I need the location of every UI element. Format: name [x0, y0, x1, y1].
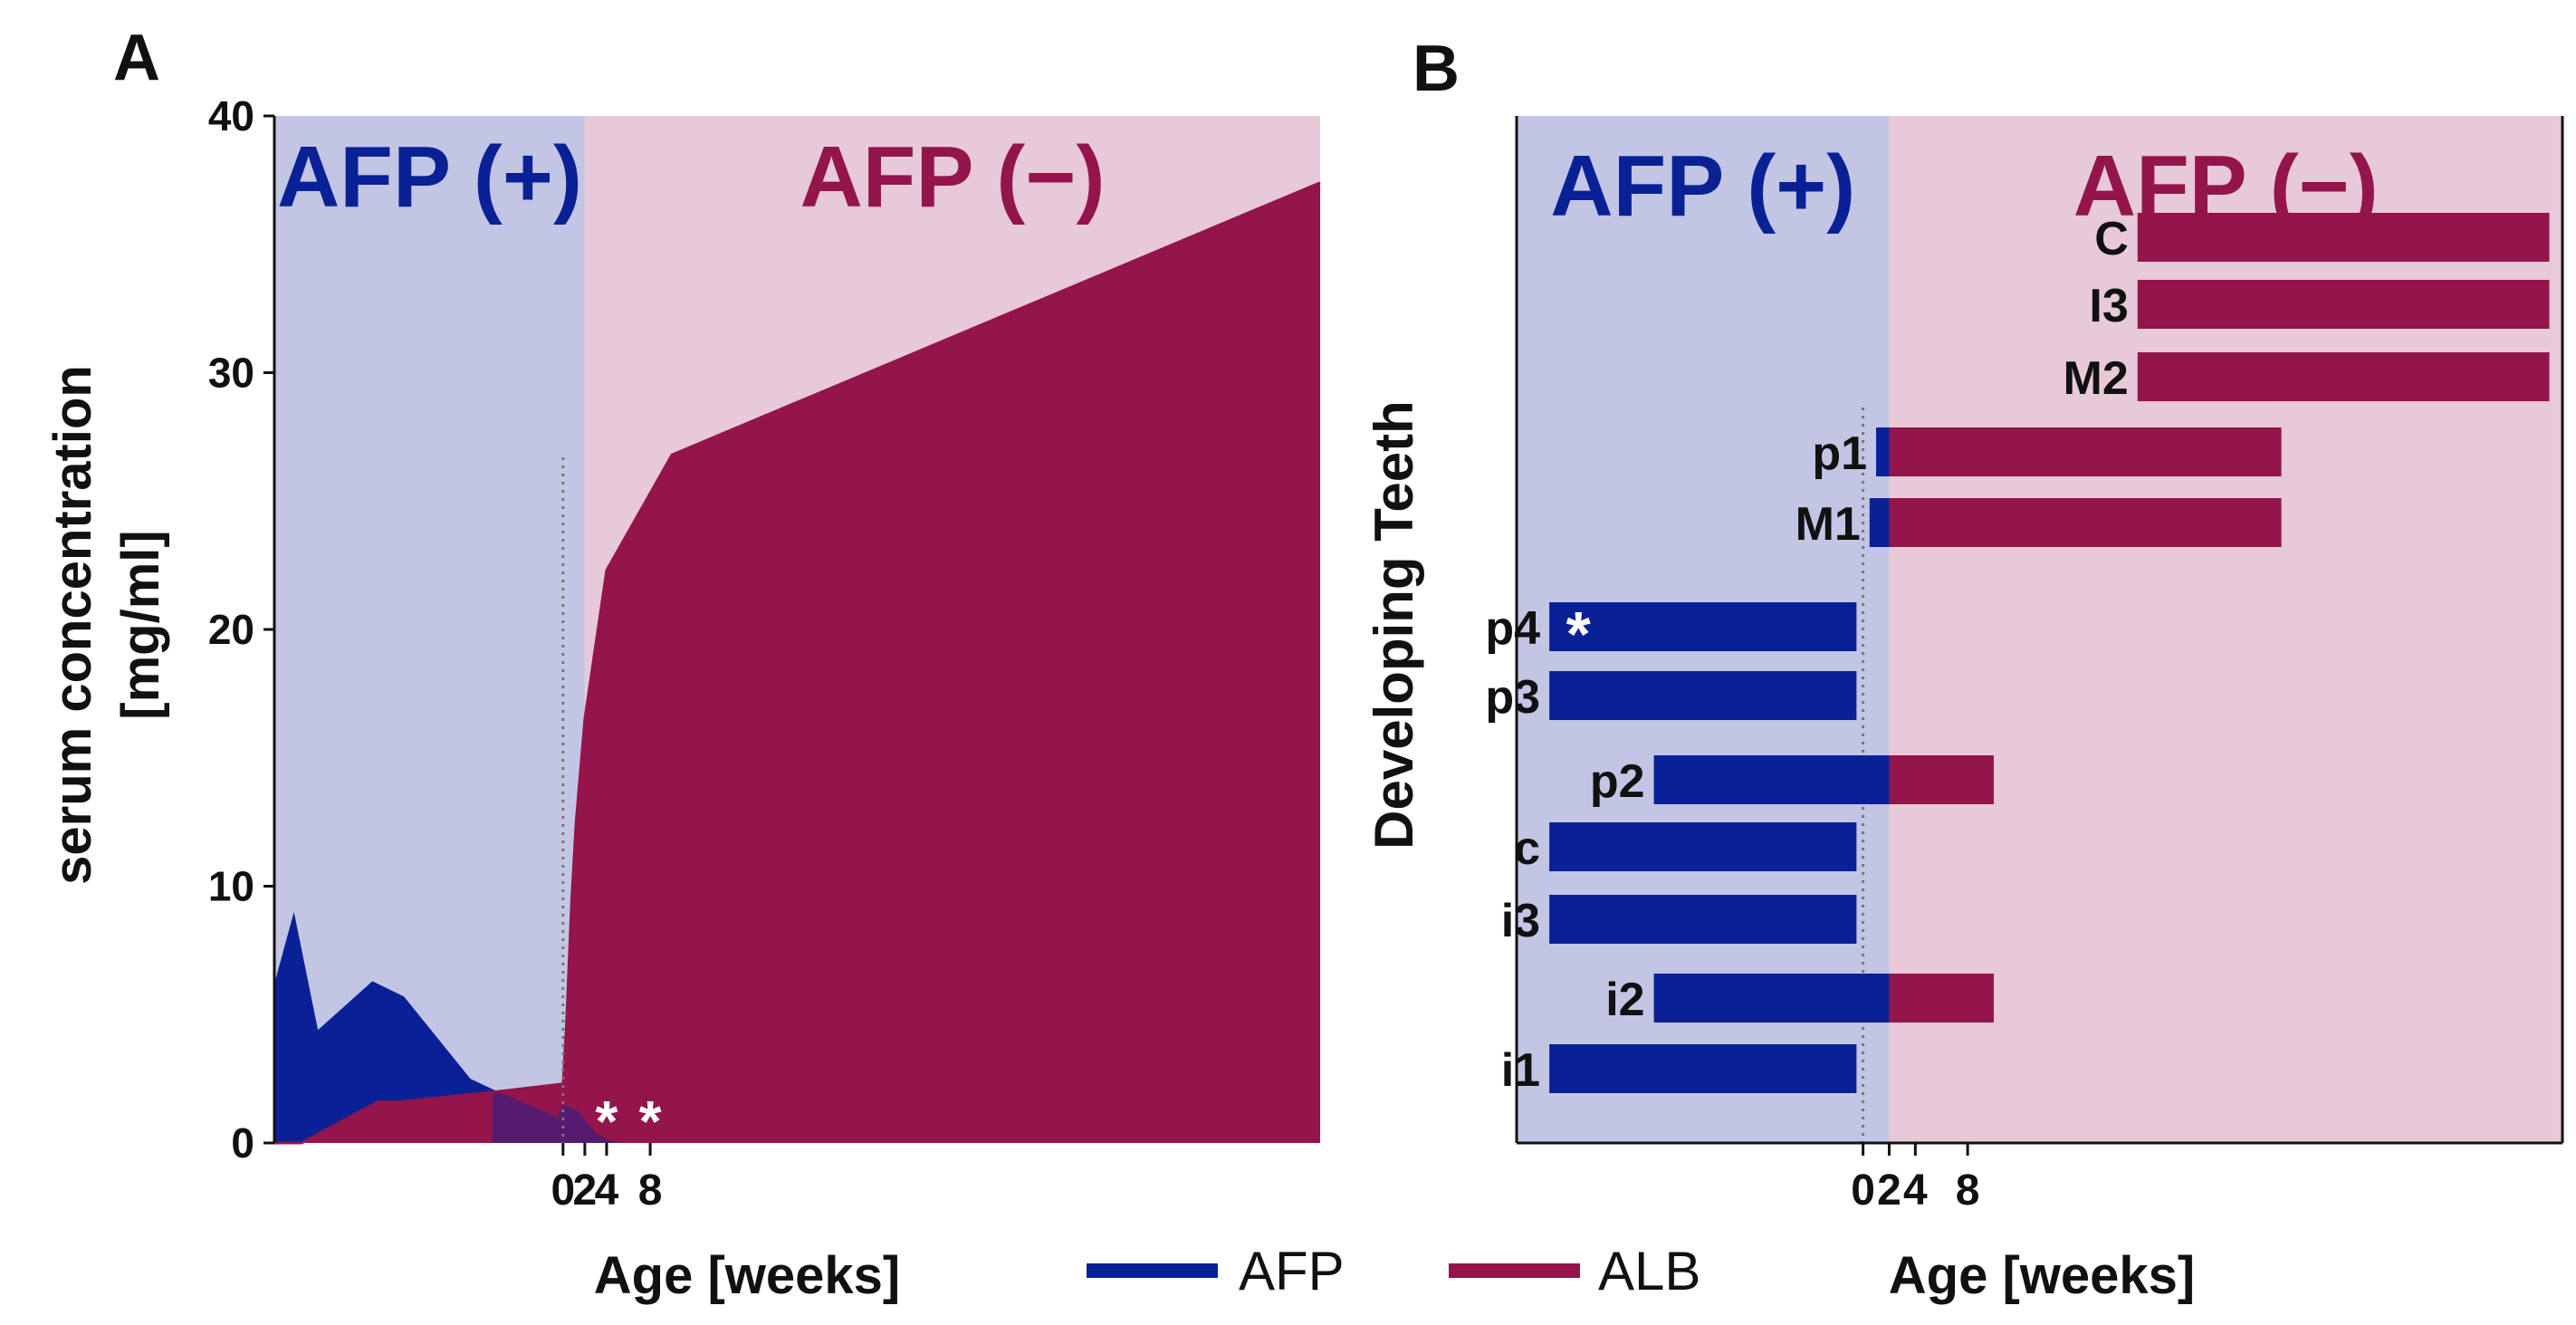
afp-bar-segment: [1876, 427, 1890, 476]
x-tick-label: 8: [1956, 1167, 1980, 1215]
afp-bar-segment: [1653, 755, 1890, 804]
tooth-row-i2: i2: [1605, 974, 1994, 1026]
y-tick-label: 10: [208, 863, 254, 910]
tooth-label: p2: [1590, 755, 1645, 808]
legend: AFP ALB: [1087, 1241, 1700, 1301]
afp-negative-region-label: AFP (−): [800, 129, 1105, 226]
tooth-label: i2: [1605, 974, 1644, 1026]
afp-positive-region: [274, 116, 585, 1143]
alb-bar-segment: [1889, 755, 1994, 804]
panel-b-label: B: [1412, 33, 1460, 105]
tooth-label: i3: [1501, 895, 1540, 947]
x-tick-label: 0: [1851, 1167, 1875, 1215]
y-axis-label-line1: serum concentration: [43, 365, 102, 885]
tooth-bar-group: C I3 M2 p1 M1 p4 * p3 p2 c i3 i2 i1: [1485, 213, 2550, 1097]
tooth-row-p2: p2: [1590, 755, 1994, 808]
tooth-label: I3: [2089, 280, 2128, 332]
alb-bar-segment: [2137, 352, 2550, 401]
alb-series-line: [274, 181, 1321, 1145]
y-tick-label: 40: [208, 92, 254, 139]
x-tick-label: 8: [638, 1167, 663, 1215]
y-axis-label-b: Developing Teeth: [1364, 400, 1424, 850]
asterisk-marker: *: [1566, 599, 1591, 669]
tooth-label: p3: [1485, 671, 1540, 724]
tooth-row-M1: M1: [1796, 498, 2282, 551]
x-tick-label: 4: [595, 1167, 619, 1215]
tooth-label: i1: [1501, 1044, 1540, 1097]
alb-bar-segment: [1889, 974, 1994, 1023]
tooth-label: c: [1514, 822, 1540, 875]
x-tick-label: 0: [551, 1167, 575, 1215]
afp-bar-segment: [1549, 1044, 1857, 1093]
tooth-row-i3: i3: [1501, 895, 1857, 947]
alb-area-series: [274, 182, 1320, 1144]
y-tick-label: 20: [208, 606, 254, 653]
tooth-row-I3: I3: [2089, 280, 2550, 332]
x-tick-label: 2: [1877, 1167, 1901, 1215]
tooth-row-i1: i1: [1501, 1044, 1857, 1097]
afp-bar-segment: [1869, 498, 1890, 547]
y-tick-label: 30: [208, 350, 254, 397]
tooth-label: M1: [1796, 498, 1861, 551]
x-axis-label-b: Age [weeks]: [1889, 1246, 2195, 1305]
x-tick-label: 2: [573, 1167, 598, 1215]
x-tick-label: 4: [1903, 1167, 1928, 1215]
legend-alb-label: ALB: [1598, 1241, 1700, 1301]
alb-bar-segment: [2137, 280, 2550, 329]
panel-a-label: A: [113, 22, 160, 94]
afp-bar-segment: [1549, 671, 1857, 720]
y-tick-label: 0: [231, 1119, 254, 1167]
area-series-group: [274, 181, 1321, 1145]
tooth-label: p4: [1485, 602, 1540, 655]
afp-bar-segment: [1549, 822, 1857, 871]
tooth-row-p1: p1: [1812, 427, 2282, 480]
tooth-row-p3: p3: [1485, 671, 1857, 724]
alb-bar-segment: [1889, 427, 2282, 476]
tooth-label: p1: [1812, 427, 1867, 480]
afp-alb-overlap-area: [492, 1091, 618, 1143]
afp-bar-segment: [1549, 602, 1857, 651]
afp-positive-region-label: AFP (+): [1550, 138, 1855, 235]
tooth-row-C: C: [2094, 213, 2550, 265]
tooth-row-c: c: [1514, 822, 1857, 875]
x-axis-label-a: Age [weeks]: [594, 1246, 900, 1305]
afp-positive-region-label: AFP (+): [277, 129, 582, 226]
tooth-row-M2: M2: [2064, 352, 2550, 405]
alb-bar-segment: [1889, 498, 2282, 547]
y-axis-label-line2: [mg/ml]: [111, 530, 170, 719]
legend-afp-label: AFP: [1239, 1241, 1345, 1301]
alb-bar-segment: [2137, 213, 2550, 262]
y-tick-group: 0 10 20 30 40: [208, 92, 274, 1167]
tooth-row-p4: p4 *: [1485, 599, 1857, 669]
afp-bar-segment: [1549, 895, 1857, 944]
tooth-label: C: [2094, 213, 2129, 265]
tooth-label: M2: [2064, 352, 2129, 405]
afp-bar-segment: [1653, 974, 1890, 1023]
